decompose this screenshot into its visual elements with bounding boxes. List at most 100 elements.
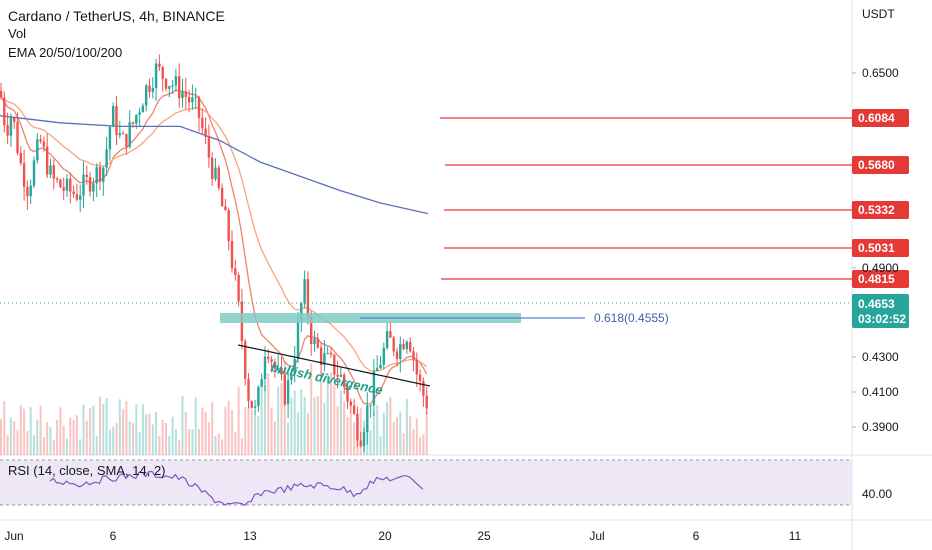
volume-bar: [264, 385, 266, 455]
volume-bar: [405, 399, 408, 455]
candle-body: [402, 343, 405, 350]
candle-body: [32, 160, 36, 186]
volume-bar: [59, 407, 62, 455]
countdown-value: 03:02:52: [858, 312, 906, 326]
volume-bar: [227, 400, 230, 455]
time-tick-label: 25: [477, 529, 491, 543]
volume-legend[interactable]: Vol: [8, 26, 26, 41]
resistance-tag: [852, 270, 909, 288]
rsi-title: RSI (14, close, SMA, 14, 2): [8, 463, 166, 478]
volume-bar: [82, 404, 85, 455]
resistance-tag: [852, 239, 909, 257]
candle-body: [399, 343, 402, 360]
volume-bar: [161, 419, 164, 455]
candle-body: [422, 380, 425, 396]
volume-bar: [217, 433, 220, 455]
volume-bar: [224, 406, 227, 455]
time-tick-label: 6: [693, 529, 700, 543]
candle-body: [316, 338, 319, 348]
volume-bar: [135, 404, 138, 455]
fib-level[interactable]: 0.618(0.4555): [220, 311, 669, 325]
volume-bar: [16, 429, 19, 455]
candle-body: [425, 395, 428, 409]
price-tick-label: 0.4100: [862, 385, 899, 399]
volume-bar: [132, 422, 134, 455]
volume-bar: [323, 402, 326, 455]
volume-bar: [39, 405, 42, 455]
resistance-tag-label: 0.4815: [858, 272, 895, 286]
volume-bar: [339, 390, 342, 455]
resistance-tag: [852, 156, 909, 174]
resistance-levels[interactable]: 0.6084 0.5680 0.5332 0.5031 0.4815: [440, 109, 909, 288]
candle-body: [253, 406, 257, 408]
volume-bar: [52, 439, 55, 455]
candle-body: [372, 371, 376, 406]
fib-label: 0.618(0.4555): [594, 311, 669, 325]
rsi-pane: RSI (14, close, SMA, 14, 2) 40.00: [0, 459, 892, 507]
candle-body: [412, 351, 415, 360]
candle-body: [227, 210, 230, 241]
volume-bar: [95, 436, 98, 455]
ema-lines: [0, 89, 429, 405]
resistance-tag-label: 0.5680: [858, 158, 895, 172]
candle-body: [29, 185, 32, 197]
volume-bar: [118, 399, 121, 455]
candle-body: [270, 359, 273, 362]
volume-bar: [306, 413, 309, 455]
candle-body: [230, 240, 234, 269]
candle-body: [257, 386, 260, 407]
volume-bar: [201, 407, 204, 455]
volume-bar: [56, 419, 59, 455]
volume-bar: [425, 411, 428, 455]
candle-body: [79, 195, 82, 200]
candle-body: [326, 352, 329, 354]
ema-50-line: [0, 97, 428, 372]
volume-bar: [234, 431, 237, 455]
price-axis[interactable]: USDT 0.6500 0.4900 0.4300 0.4100 0.3900: [852, 7, 899, 434]
volume-bar: [254, 416, 257, 455]
candle-body: [128, 122, 131, 147]
volume-bar: [9, 417, 12, 455]
resistance-tag-label: 0.5332: [858, 203, 895, 217]
volume-bar: [346, 417, 349, 455]
candle-body: [313, 338, 316, 345]
volume-bar: [283, 360, 286, 455]
candle-body: [379, 364, 382, 369]
volume-bar: [102, 404, 105, 455]
candle-body: [389, 331, 392, 338]
volume-bar: [379, 436, 382, 455]
volume-bar: [297, 412, 299, 455]
volume-bar: [343, 401, 346, 455]
candle-body: [194, 96, 197, 98]
ema-20-line: [0, 89, 428, 405]
time-axis[interactable]: Jun 6 13 20 25 Jul 6 11: [4, 529, 801, 543]
divergence-line[interactable]: [237, 344, 431, 387]
volume-bar: [122, 408, 125, 455]
volume-bar: [168, 435, 171, 455]
volume-bar: [99, 396, 101, 455]
volume-bar: [207, 422, 210, 455]
candle-body: [362, 432, 366, 446]
candle-body: [161, 67, 164, 79]
volume-bar: [313, 397, 316, 455]
candle-body: [247, 378, 250, 401]
volume-bar: [267, 373, 270, 455]
volume-bar: [320, 382, 323, 455]
volume-bar: [89, 408, 92, 455]
candle-body: [409, 341, 412, 352]
candle-body: [184, 91, 187, 97]
candle-body: [49, 165, 52, 175]
candle-body: [52, 165, 55, 179]
ema-legend[interactable]: EMA 20/50/100/200: [8, 45, 122, 60]
volume-bar: [399, 411, 402, 455]
volume-bar: [240, 438, 243, 455]
symbol-title[interactable]: Cardano / TetherUS, 4h, BINANCE: [8, 8, 225, 24]
resistance-tag: [852, 109, 909, 127]
candle-body: [69, 178, 72, 192]
candle-body: [211, 157, 214, 180]
volume-bar: [211, 402, 214, 455]
volume-bar: [138, 432, 141, 455]
candle-body: [286, 380, 290, 405]
